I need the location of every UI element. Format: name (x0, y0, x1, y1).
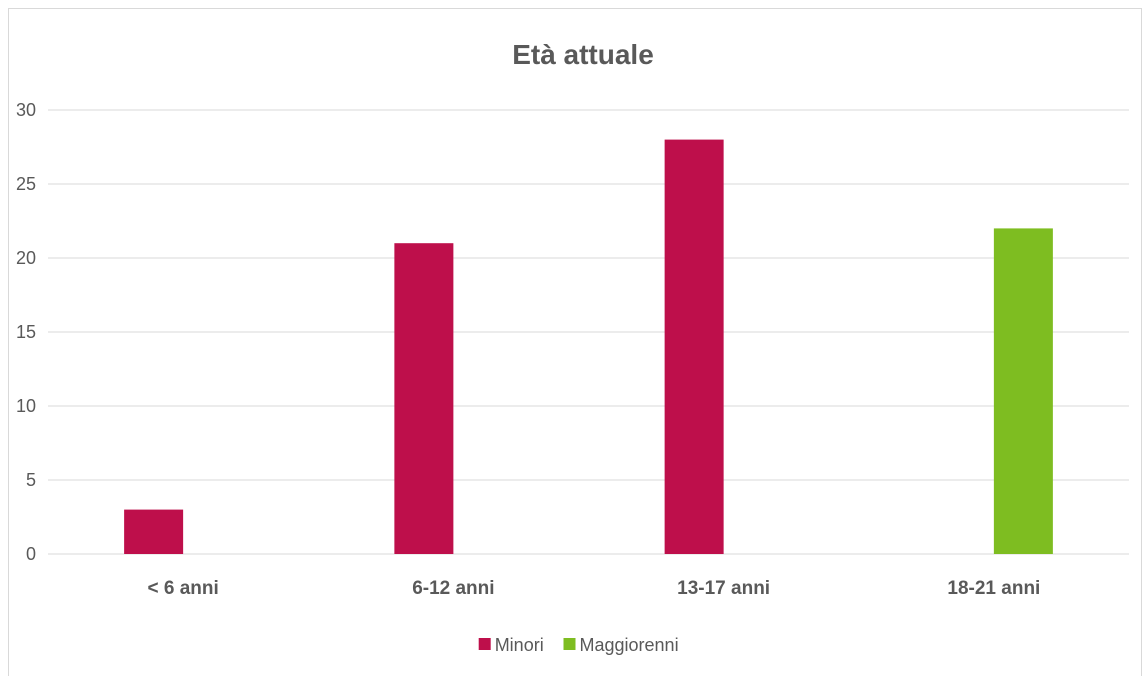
y-tick-label: 5 (26, 470, 36, 490)
chart-frame (8, 8, 1142, 676)
y-tick-label: 15 (16, 322, 36, 342)
legend-label-minori: Minori (495, 635, 544, 655)
legend-swatch-maggiorenni (563, 638, 576, 650)
x-axis-ticks: < 6 anni 6-12 anni 13-17 anni 18-21 anni (147, 578, 1040, 599)
bar-minori-2 (664, 139, 724, 554)
y-tick-label: 25 (16, 174, 36, 194)
y-tick-label: 10 (16, 396, 36, 416)
gridlines (48, 109, 1129, 555)
legend: Minori Maggiorenni (478, 635, 679, 655)
bar-maggiorenni-3 (993, 228, 1053, 554)
bars (124, 139, 1053, 554)
y-tick-label: 20 (16, 248, 36, 268)
x-tick-label: 6-12 anni (412, 578, 494, 599)
bar-minori-1 (394, 243, 454, 554)
legend-label-maggiorenni: Maggiorenni (580, 635, 679, 655)
chart-title: Età attuale (512, 39, 654, 70)
x-tick-label: 18-21 anni (947, 578, 1040, 599)
legend-swatch-minori (478, 638, 491, 650)
y-axis-ticks: 0 5 10 15 20 25 30 (16, 100, 36, 564)
y-tick-label: 30 (16, 100, 36, 120)
x-tick-label: 13-17 anni (677, 578, 770, 599)
y-tick-label: 0 (26, 544, 36, 564)
bar-minori-0 (124, 509, 184, 554)
x-tick-label: < 6 anni (147, 578, 218, 599)
